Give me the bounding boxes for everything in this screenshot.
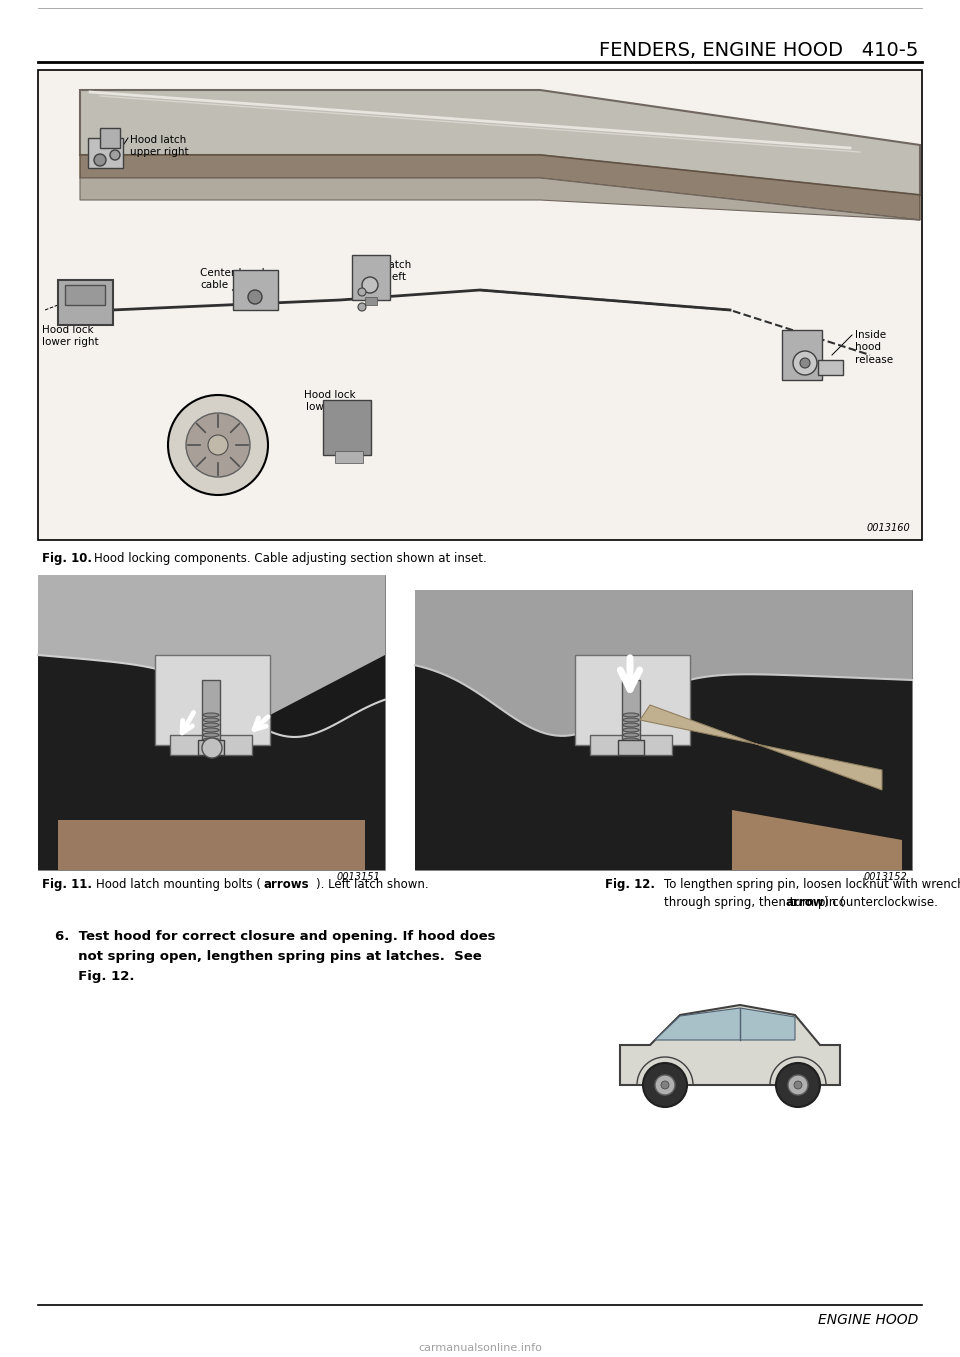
Polygon shape xyxy=(38,655,385,870)
Ellipse shape xyxy=(623,723,639,727)
Ellipse shape xyxy=(203,733,219,737)
Text: carmanualsonline.info: carmanualsonline.info xyxy=(418,1343,542,1353)
Circle shape xyxy=(643,1063,687,1107)
Bar xyxy=(38,575,385,870)
Polygon shape xyxy=(640,706,882,790)
Bar xyxy=(590,735,672,754)
Text: Fig. 10.: Fig. 10. xyxy=(42,552,100,565)
Polygon shape xyxy=(732,810,902,870)
Text: arrow: arrow xyxy=(785,896,824,909)
Ellipse shape xyxy=(203,738,219,742)
Text: Hood lock
lower left: Hood lock lower left xyxy=(304,389,356,413)
Text: Hood lock
lower right: Hood lock lower right xyxy=(42,324,99,347)
Bar xyxy=(622,680,640,745)
Circle shape xyxy=(362,277,378,293)
Text: not spring open, lengthen spring pins at latches.  See: not spring open, lengthen spring pins at… xyxy=(55,950,482,963)
Circle shape xyxy=(94,153,106,166)
Bar xyxy=(202,680,220,745)
Bar xyxy=(155,655,270,745)
Bar xyxy=(58,280,113,324)
Text: arrows: arrows xyxy=(264,878,310,892)
Text: Hood locking components. Cable adjusting section shown at inset.: Hood locking components. Cable adjusting… xyxy=(94,552,487,565)
Bar xyxy=(782,330,822,380)
Bar xyxy=(415,590,912,870)
Bar xyxy=(170,735,252,754)
Bar xyxy=(618,740,644,754)
Polygon shape xyxy=(620,1006,840,1086)
Bar xyxy=(365,297,377,305)
Text: 6.  Test hood for correct closure and opening. If hood does: 6. Test hood for correct closure and ope… xyxy=(55,930,495,943)
Text: 0013160: 0013160 xyxy=(866,522,910,533)
Bar xyxy=(88,138,123,168)
Circle shape xyxy=(248,290,262,304)
Text: ) counterclockwise.: ) counterclockwise. xyxy=(824,896,937,909)
Circle shape xyxy=(788,1075,808,1095)
Text: FENDERS, ENGINE HOOD   410-5: FENDERS, ENGINE HOOD 410-5 xyxy=(599,41,918,60)
Circle shape xyxy=(110,151,120,160)
Circle shape xyxy=(208,436,228,455)
Ellipse shape xyxy=(623,727,639,731)
Bar xyxy=(198,740,224,754)
Polygon shape xyxy=(415,665,912,870)
Polygon shape xyxy=(80,155,920,220)
Ellipse shape xyxy=(203,727,219,731)
Text: To lengthen spring pin, loosen locknut with wrench inserted: To lengthen spring pin, loosen locknut w… xyxy=(663,878,960,892)
Text: Fig. 12.: Fig. 12. xyxy=(605,878,663,892)
Circle shape xyxy=(776,1063,820,1107)
Text: Hood latch
upper right: Hood latch upper right xyxy=(130,134,188,157)
Circle shape xyxy=(186,413,250,478)
Polygon shape xyxy=(415,590,912,735)
Text: through spring, then turn pin (: through spring, then turn pin ( xyxy=(663,896,844,909)
Circle shape xyxy=(655,1075,675,1095)
Bar xyxy=(100,128,120,148)
Circle shape xyxy=(794,1082,802,1090)
Circle shape xyxy=(800,358,810,368)
Circle shape xyxy=(661,1082,669,1090)
Bar xyxy=(65,285,105,305)
Circle shape xyxy=(168,395,268,495)
Bar xyxy=(38,71,922,540)
Ellipse shape xyxy=(623,712,639,716)
Ellipse shape xyxy=(203,718,219,722)
Text: Fig. 12.: Fig. 12. xyxy=(55,970,134,982)
Bar xyxy=(323,400,371,455)
Text: ). Left latch shown.: ). Left latch shown. xyxy=(316,878,428,892)
Polygon shape xyxy=(655,1008,795,1039)
Bar xyxy=(818,360,843,375)
Text: 0013151: 0013151 xyxy=(336,873,380,882)
Bar xyxy=(38,575,385,870)
Polygon shape xyxy=(80,178,920,220)
Ellipse shape xyxy=(623,733,639,737)
Text: ENGINE HOOD: ENGINE HOOD xyxy=(818,1314,918,1327)
Bar xyxy=(575,655,690,745)
Text: Fig. 11.: Fig. 11. xyxy=(42,878,100,892)
Text: Center hood
cable: Center hood cable xyxy=(200,267,265,290)
Text: Inside
hood
release: Inside hood release xyxy=(855,330,893,365)
Text: 0013152: 0013152 xyxy=(863,873,907,882)
Ellipse shape xyxy=(203,723,219,727)
Circle shape xyxy=(358,303,366,311)
Circle shape xyxy=(793,351,817,375)
Text: Hood latch mounting bolts (: Hood latch mounting bolts ( xyxy=(96,878,261,892)
Ellipse shape xyxy=(623,718,639,722)
Polygon shape xyxy=(58,820,365,870)
Polygon shape xyxy=(80,90,920,195)
Circle shape xyxy=(358,288,366,296)
Ellipse shape xyxy=(623,738,639,742)
Text: Hood latch
upper left: Hood latch upper left xyxy=(355,261,411,282)
Circle shape xyxy=(202,738,222,759)
Bar xyxy=(352,255,390,300)
Bar xyxy=(335,451,363,463)
Polygon shape xyxy=(38,575,385,715)
Ellipse shape xyxy=(203,712,219,716)
Bar xyxy=(233,270,278,309)
